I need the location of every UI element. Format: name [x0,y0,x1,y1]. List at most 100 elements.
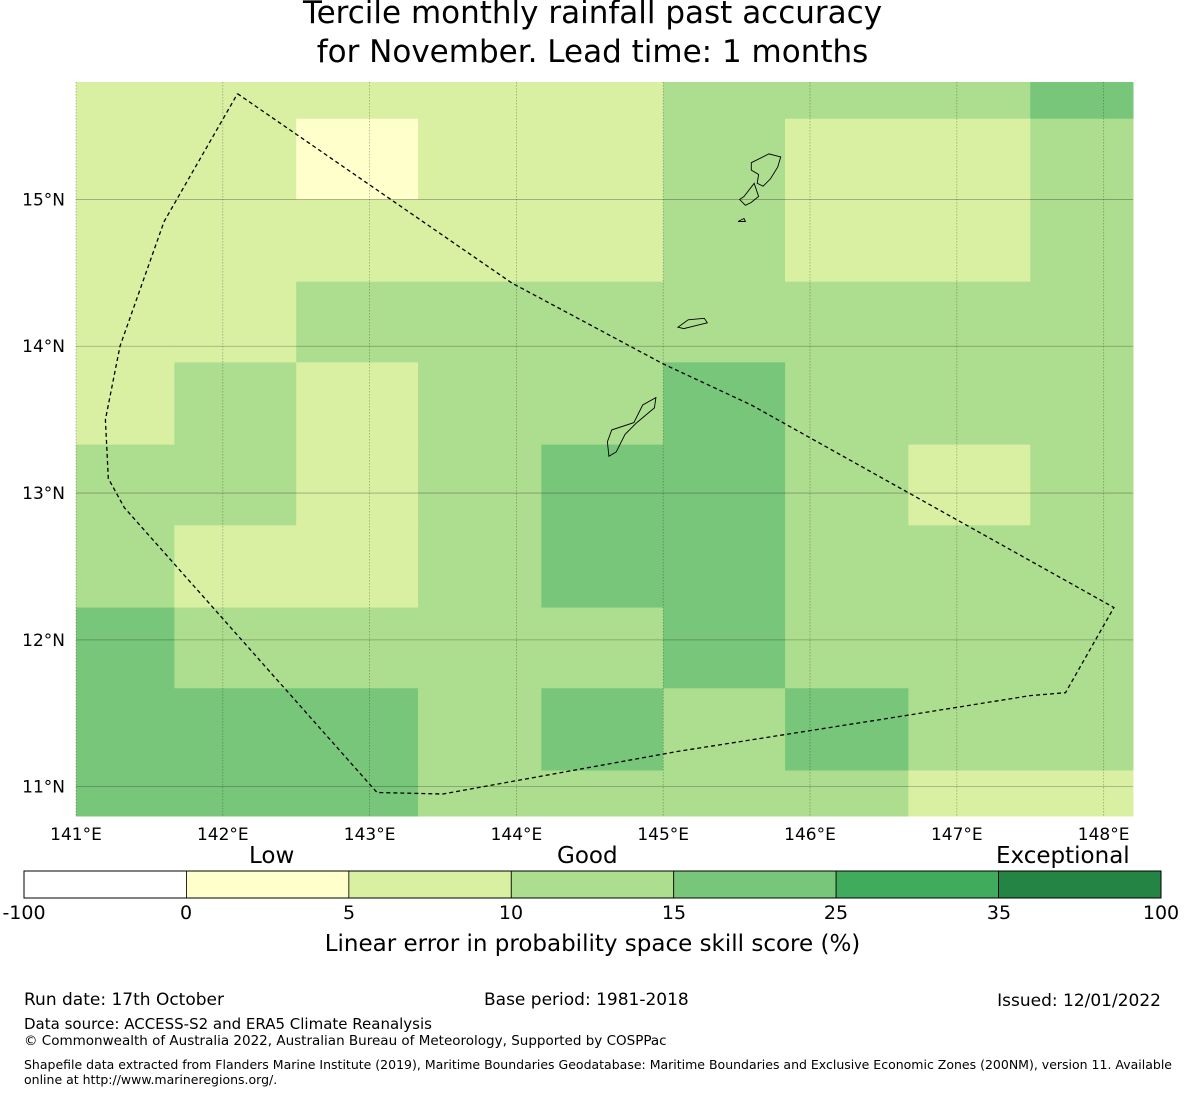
grid-cell [76,444,175,526]
grid-cell [908,607,1031,689]
grid-cell [785,607,909,689]
run-date: Run date: 17th October [24,990,224,1010]
base-period: Base period: 1981-2018 [484,990,689,1010]
grid-cell [1030,688,1134,771]
grid-cell [908,281,1031,363]
colorbar-category-exceptional: Exceptional [996,843,1130,869]
colorbar-segment [673,870,837,899]
grid-cell [1030,199,1134,283]
grid-cell [418,199,542,283]
grid-cell [1030,281,1134,363]
grid-cell [76,281,175,363]
grid-cell [418,82,542,120]
grid-cell [908,688,1031,771]
grid-cell [1030,82,1134,120]
longitude-tick-label: 148°E [1078,825,1130,845]
grid-cell [663,362,786,446]
grid-cell [541,770,664,817]
grid-cell [663,118,786,200]
data-source: Data source: ACCESS-S2 and ERA5 Climate … [24,1015,432,1033]
island-outline [750,153,782,187]
island-outline [738,182,760,206]
grid-cell [663,688,786,771]
colorbar-frame [23,870,1162,899]
grid-cell [663,444,786,526]
longitude-tick-label: 142°E [197,825,249,845]
grid-cell [76,607,175,689]
grid-cell [663,199,786,283]
graticule [75,82,1133,816]
colorbar-segment [510,870,675,899]
grid-cell [174,444,297,526]
grid-cell [418,281,542,363]
latitude-tick-label: 12°N [22,631,65,651]
grid-cell [174,362,297,446]
grid-cell [663,82,786,120]
grid-cell [76,688,175,771]
grid-cell [76,82,175,120]
grid-cell [174,607,297,689]
grid-cell [785,770,909,817]
colorbar-label: Linear error in probability space skill … [324,931,861,957]
longitude-tick-label: 147°E [931,825,983,845]
latitude-labels: 15°N 14°N 13°N 12°N 11°N [22,190,65,797]
latitude-tick-label: 13°N [22,484,65,504]
grid-cell [1030,525,1134,609]
grid-cell [785,118,909,200]
colorbar-tick: 100 [1142,902,1180,924]
grid-cell [541,281,664,363]
chart-title: Tercile monthly rainfall past accuracy f… [0,0,1185,72]
grid-cell [296,525,419,609]
grid-cell [541,525,664,609]
grid-cell [296,770,419,817]
grid-cell [663,281,786,363]
grid-cell [541,607,664,689]
longitude-tick-label: 144°E [491,825,543,845]
grid-cell [541,362,664,446]
longitude-tick-label: 141°E [50,825,102,845]
colorbar-tick: 10 [498,902,524,924]
grid-cell [174,118,297,200]
grid-cell [76,770,175,817]
grid-cell [418,688,542,771]
grid-cell [76,199,175,283]
longitude-tick-label: 145°E [637,825,689,845]
grid-cell [908,362,1031,446]
grid-cell [76,362,175,446]
eez-boundary-line [104,93,1115,795]
grid-cell [908,770,1031,817]
grid-cell [1030,118,1134,200]
grid-cell [174,281,297,363]
island-outline [606,396,657,458]
grid-cell [174,770,297,817]
colorbar-category-good: Good [557,843,618,869]
grid-cell [418,118,542,200]
title-line-1: Tercile monthly rainfall past accuracy [302,0,883,31]
grid-cell [541,199,664,283]
colorbar-segment [835,870,999,899]
grid-cell [785,688,909,771]
colorbar-segment [23,870,187,899]
grid-cell [541,688,664,771]
copyright: © Commonwealth of Australia 2022, Austra… [24,1033,667,1049]
longitude-tick-label: 143°E [344,825,396,845]
grid-cell [174,688,297,771]
eez-boundary [104,93,1115,795]
grid-cell [541,118,664,200]
grid-cell [1030,444,1134,526]
grid-cell [418,362,542,446]
grid-cell [296,199,419,283]
grid-cell [908,444,1031,526]
colorbar-tick: -100 [2,902,46,924]
grid-cell [296,118,419,200]
island-outline [676,317,709,330]
grid-cell [174,199,297,283]
grid-cell [785,82,909,120]
grid-cell [908,82,1031,120]
grid-cell [296,444,419,526]
island-outline [737,217,747,222]
grid-cell [174,82,297,120]
grid-cell [418,444,542,526]
grid-cell [785,525,909,609]
grid-cell [1030,362,1134,446]
